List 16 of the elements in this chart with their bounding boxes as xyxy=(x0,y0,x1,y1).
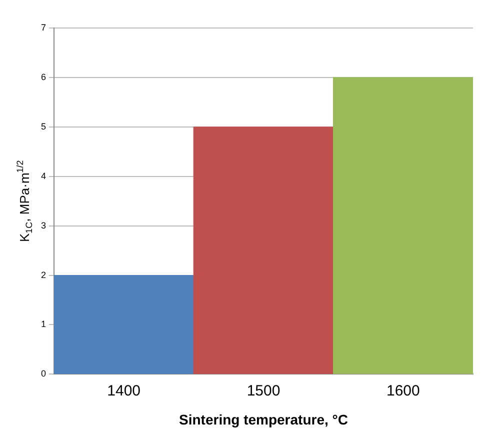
bar xyxy=(54,274,194,374)
y-tick-label: 6 xyxy=(40,72,46,82)
y-tick-label: 4 xyxy=(40,170,46,181)
bar xyxy=(333,77,473,374)
y-tick-label: 7 xyxy=(40,22,46,32)
bar xyxy=(193,126,334,374)
y-tick-label: 3 xyxy=(40,220,46,230)
x-axis-title: Sintering temperature, °C xyxy=(179,411,348,428)
y-tick-label: 1 xyxy=(40,319,46,330)
y-tick-label: 5 xyxy=(40,121,46,132)
y-tick-label: 2 xyxy=(40,270,46,280)
y-tick-label: 0 xyxy=(40,368,46,379)
x-tick-label: 1500 xyxy=(246,382,280,400)
x-tick-label: 1400 xyxy=(107,382,141,400)
x-tick-label: 1600 xyxy=(386,382,420,400)
y-axis-title: K1C, MPa·m1/2 xyxy=(15,160,34,242)
